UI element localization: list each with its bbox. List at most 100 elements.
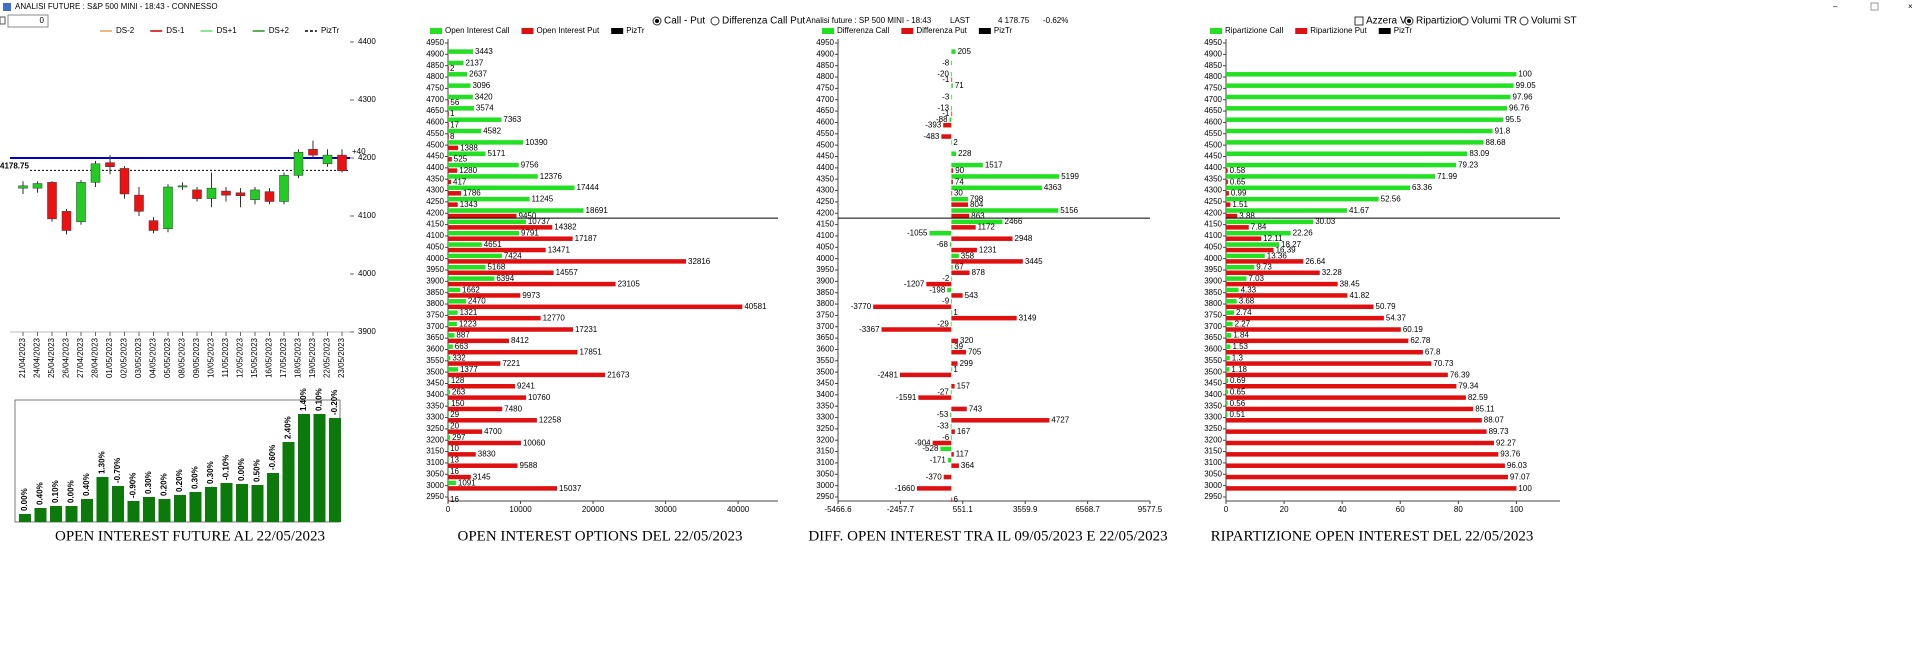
y-tick-label: 4900 [1204,49,1222,58]
bar [951,174,1060,179]
y-tick-label: 4100 [1204,231,1222,240]
bar [951,270,970,275]
bar [448,213,517,219]
bar-label: 7.03 [1248,274,1264,283]
bar [940,446,952,452]
candle-body [105,162,115,167]
x-tick-label: 3559.9 [1013,505,1038,514]
y-tick-label: 4200 [1204,208,1222,217]
candle-body [206,187,217,199]
y-tick-label: 4800 [426,72,444,81]
bar [448,333,455,338]
bar [951,361,958,366]
close-button[interactable]: × [1908,2,1913,11]
y-tick-label: 4000 [1204,254,1222,263]
bar [1226,72,1517,77]
candle-body [18,185,28,189]
bar-label: 30.03 [1315,217,1336,226]
input-value: 0 [40,16,45,25]
bar [448,128,482,134]
checkbox[interactable] [0,16,6,25]
bar-label: 85.11 [1475,404,1495,413]
bar-label: 6 [953,495,958,504]
y-tick-label: 3900 [426,276,444,285]
bar [448,253,502,259]
y-tick-label: 4500 [426,140,444,149]
y-tick-label: 4150 [816,220,834,229]
y-tick-label: 3000 [816,481,834,490]
bar-label: -904 [915,438,932,447]
y-tick-label: 3800 [1204,299,1222,308]
y-tick-label: 3750 [426,311,444,320]
bar-label: 798 [970,195,984,204]
legend-label: PizTr [321,26,340,35]
bar [1226,333,1232,338]
candle-body [337,154,347,172]
bar [951,367,953,372]
bar [951,253,959,259]
y-tick-label: 4000 [358,269,376,278]
number-input[interactable] [7,14,49,28]
bar [1226,162,1457,168]
title-bar [0,0,1920,14]
legend-swatch [1210,28,1222,34]
y-tick-label: 4250 [816,197,834,206]
minimize-button[interactable]: – [1833,2,1838,11]
x-tick-label: 16/05/2023 [265,337,274,378]
bar [448,111,449,117]
bar [951,196,968,202]
bar-label: 0.40% [36,482,45,505]
bar [448,134,449,139]
maximize-button[interactable] [1870,2,1879,11]
bar [1226,140,1484,145]
bar-label: 263 [452,387,466,396]
radio[interactable] [1459,16,1469,26]
bar [448,367,458,372]
y-tick-label: 3750 [1204,311,1222,320]
bar [951,406,967,412]
bar [448,72,468,77]
bar [448,60,464,66]
bar [448,349,578,355]
header: Analisi future : SP 500 MINI - 18:43 [806,16,932,25]
y-tick-label: 4850 [1204,61,1222,70]
bar [951,247,977,253]
y-tick-label: 3500 [816,367,834,376]
radio[interactable] [710,16,720,26]
radio[interactable] [1519,16,1529,26]
bar-label: 4363 [1044,183,1062,192]
candle-body [322,154,333,165]
bar-label: 5156 [1060,206,1078,215]
bar [448,259,687,264]
chart-title: DIFF. OPEN INTEREST TRA IL 09/05/2023 E … [808,528,1167,544]
bar [949,242,952,247]
bar [448,185,575,191]
x-tick-label: 04/05/2023 [149,337,158,378]
bar [448,122,449,128]
bar [1226,213,1238,219]
bar-label: 22.26 [1293,229,1314,238]
bar [1226,367,1230,372]
bar [951,429,955,434]
y-tick-label: 3450 [1204,379,1222,388]
y-tick-label: 3800 [816,299,834,308]
y-tick-label: 3400 [426,390,444,399]
candle-body [308,149,318,156]
bar [127,501,140,522]
bar-label: 41.82 [1349,291,1370,300]
bar [448,372,606,378]
y-tick-label: 3450 [426,379,444,388]
bar [1226,338,1409,344]
bar-label: -6 [942,433,950,442]
bar-label: 1.40% [299,388,308,411]
bar-label: 3443 [475,47,493,56]
bar-label: 2 [450,64,455,73]
bar-label: 52.56 [1381,195,1402,204]
checkbox[interactable] [1354,16,1364,26]
legend-label: Differenza Put [916,26,967,35]
y-tick-label: 3250 [816,424,834,433]
y-tick-label: 3100 [816,458,834,467]
bar [951,179,953,185]
bar-label: 1.3 [1232,353,1244,362]
bar-label: -0.90% [129,473,138,498]
